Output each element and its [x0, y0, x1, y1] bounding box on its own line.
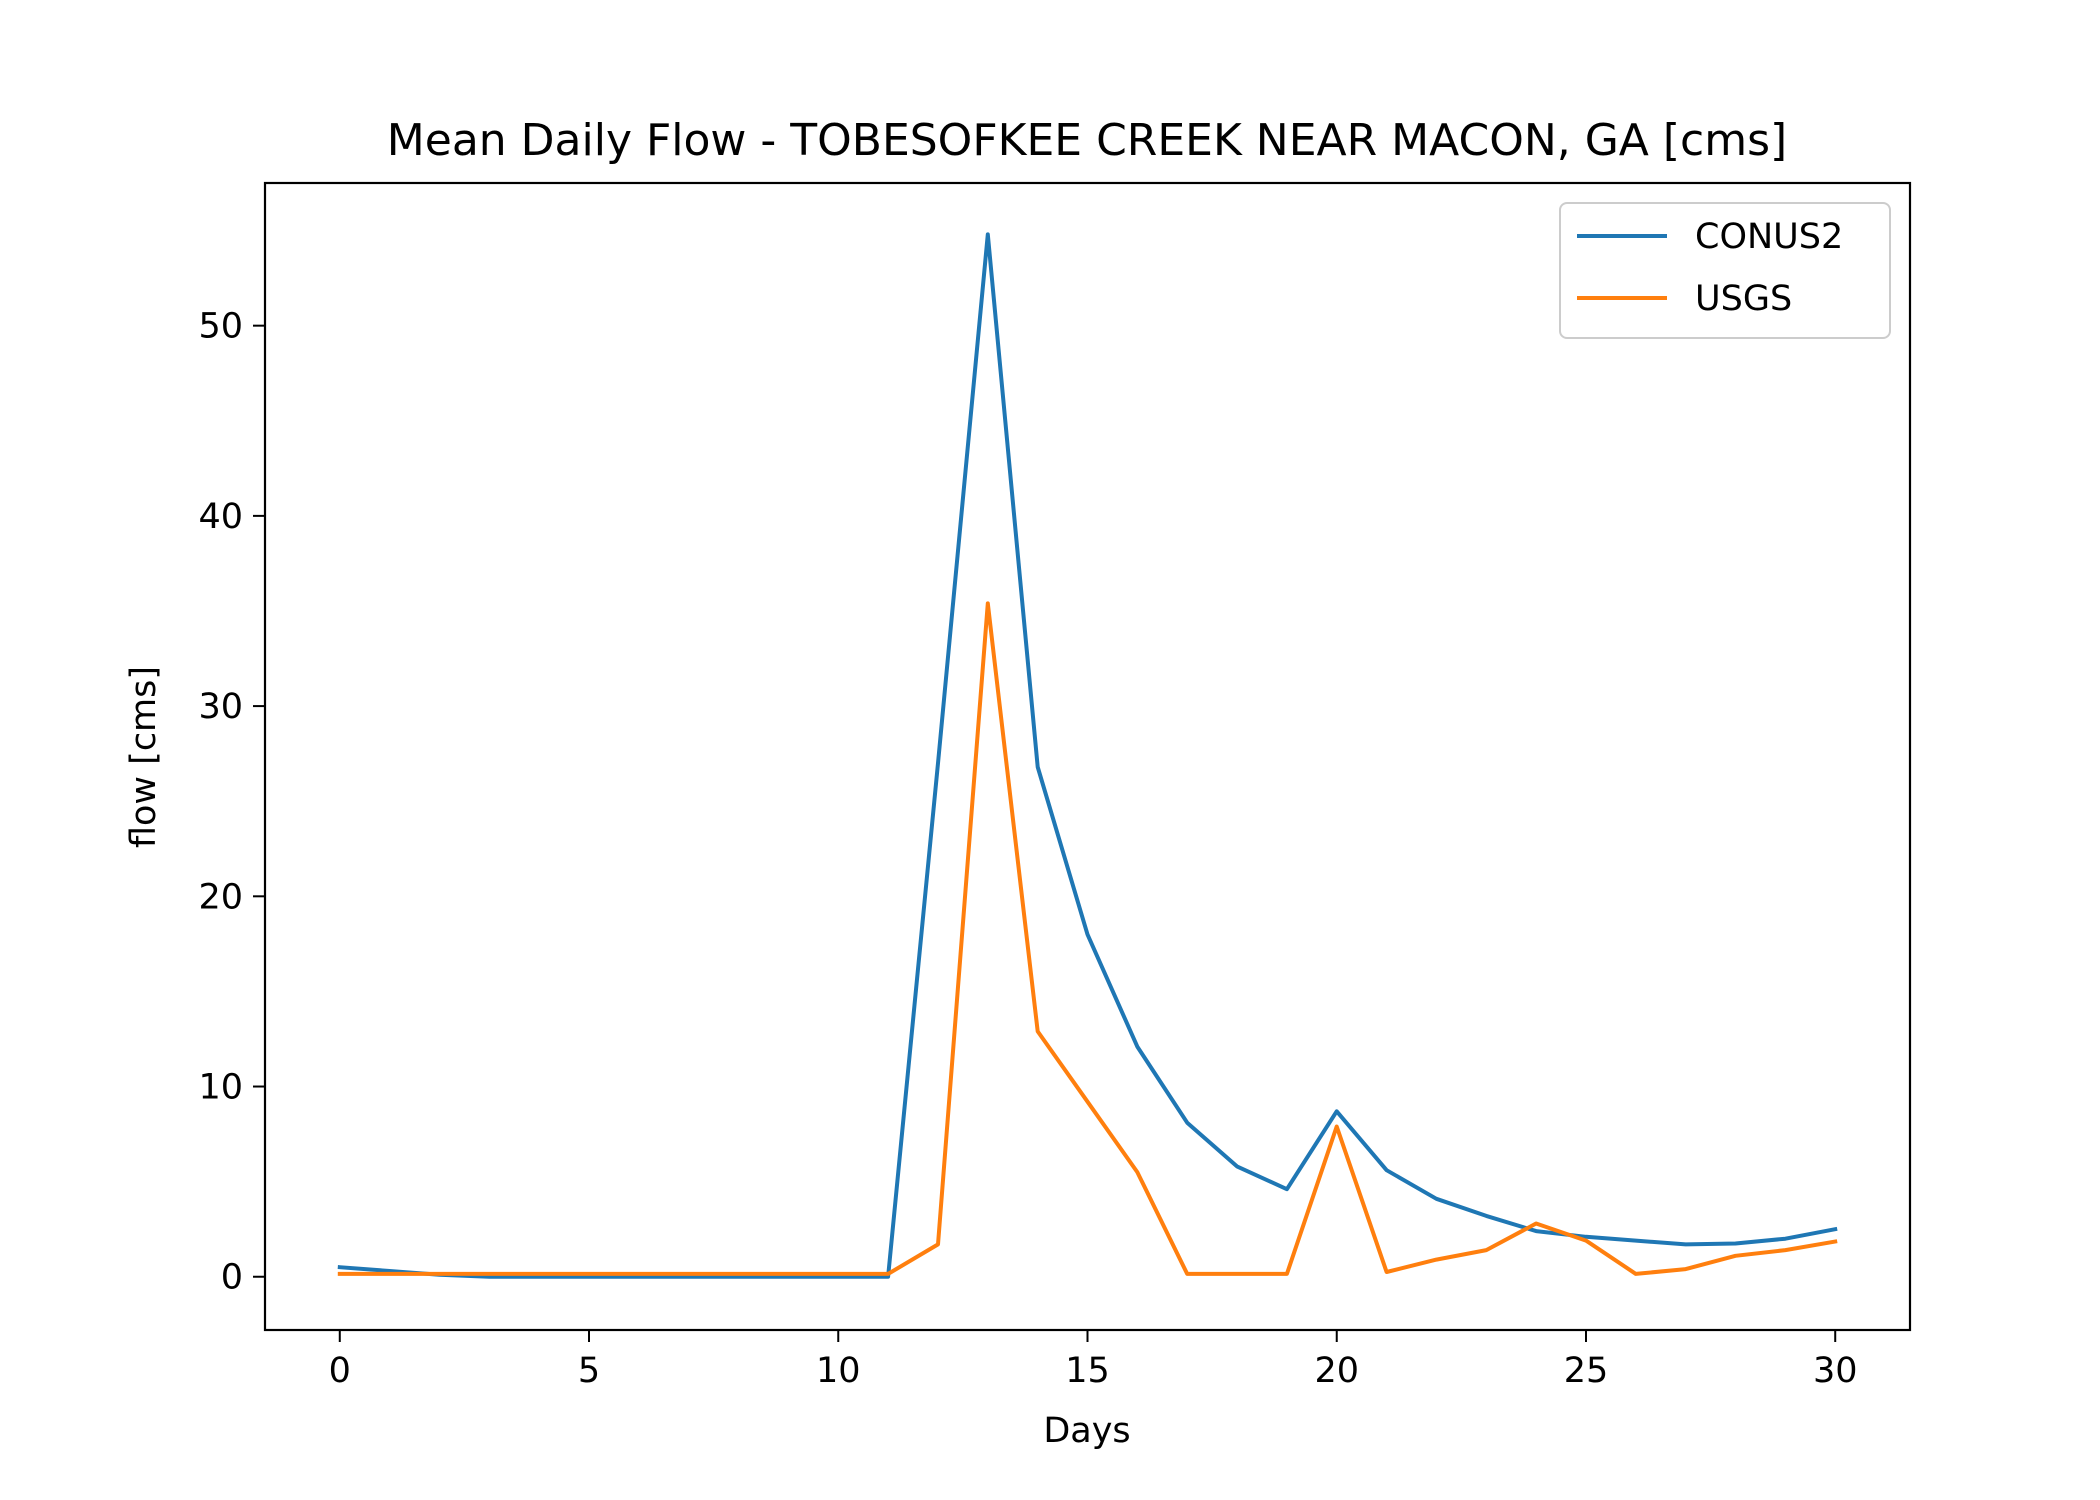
legend: CONUS2 USGS: [1559, 202, 1891, 339]
series-line-usgs: [337, 601, 1838, 1276]
x-tick-label: 30: [1813, 1351, 1858, 1391]
x-tick-label: 15: [1065, 1351, 1110, 1391]
x-tick-label: 5: [578, 1351, 600, 1391]
x-tick-label: 25: [1564, 1351, 1609, 1391]
y-tick-label: 50: [198, 307, 243, 347]
y-tick-label: 40: [198, 497, 243, 537]
legend-label-conus2: CONUS2: [1695, 217, 1843, 257]
y-tick-label: 20: [198, 877, 243, 917]
y-tick-label: 10: [198, 1068, 243, 1108]
x-tick-label: 20: [1314, 1351, 1359, 1391]
x-tick-label: 0: [329, 1351, 351, 1391]
x-axis-label: Days: [1043, 1411, 1130, 1451]
chart-title: Mean Daily Flow - TOBESOFKEE CREEK NEAR …: [387, 115, 1787, 166]
y-axis-label: flow [cms]: [124, 666, 164, 848]
series-line-conus2: [337, 232, 1838, 1279]
x-axis: 0 5 10 15 20 25 30: [329, 1330, 1858, 1391]
series-lines: [337, 232, 1838, 1279]
y-axis: 0 10 20 30 40 50: [198, 307, 265, 1298]
y-tick-label: 30: [198, 687, 243, 727]
x-tick-label: 10: [816, 1351, 861, 1391]
plot-frame: [263, 181, 1912, 1332]
y-tick-label: 0: [221, 1258, 243, 1298]
legend-label-usgs: USGS: [1695, 279, 1792, 319]
